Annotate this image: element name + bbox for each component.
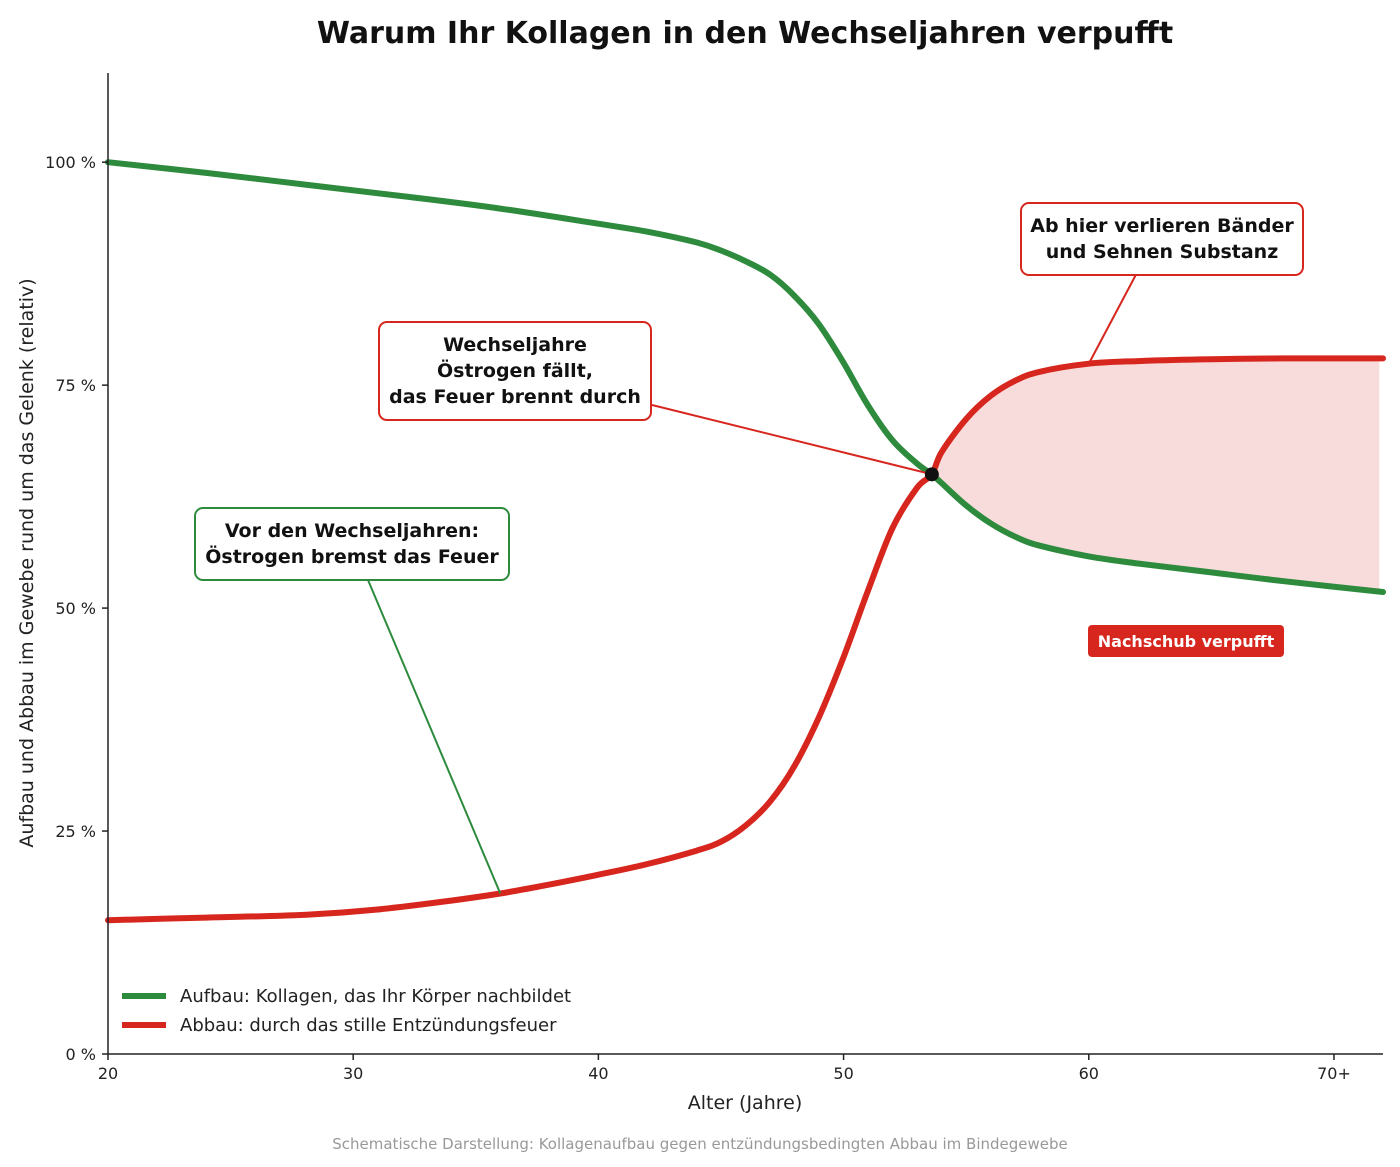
- y-tick-label: 50 %: [55, 599, 96, 618]
- annotation-text: Vor den Wechseljahren:: [225, 520, 479, 542]
- y-axis-ticks: 0 % 25 % 50 % 75 % 100 %: [45, 153, 108, 1064]
- x-tick-label: 40: [588, 1064, 608, 1083]
- annotation-ab: Ab hier verlieren Bänder und Sehnen Subst…: [1020, 202, 1304, 365]
- x-tick-label: 60: [1079, 1064, 1099, 1083]
- annotation-connector: [1087, 266, 1141, 365]
- annotation-connector: [651, 404, 933, 476]
- annotations: Vor den Wechseljahren:Östrogen bremst da…: [194, 202, 1304, 894]
- x-tick-label: 70+: [1317, 1064, 1351, 1083]
- annotation-box: [194, 507, 510, 581]
- legend-label-abbau: Abbau: durch das stille Entzündungsfeuer: [180, 1015, 557, 1036]
- annotation-text: Ab hier verlieren Bänder: [1030, 215, 1294, 237]
- annotation-text: Wechseljahre: [443, 334, 587, 356]
- x-axis-ticks: 20 30 40 50 60 70+: [98, 1054, 1351, 1083]
- intersection-point: [924, 467, 939, 482]
- y-axis-label: Aufbau und Abbau im Gewebe rund um das G…: [16, 278, 38, 847]
- plot-area: [105, 159, 1386, 924]
- series-line-aufbau: [105, 159, 1386, 595]
- x-tick-label: 50: [833, 1064, 853, 1083]
- y-tick-label: 25 %: [55, 822, 96, 841]
- legend: Aufbau: Kollagen, das Ihr Körper nachbil…: [122, 986, 571, 1036]
- series-line-abbau: [105, 355, 1386, 924]
- annotation-vor: Vor den Wechseljahren:Östrogen bremst da…: [194, 507, 510, 894]
- badge-text: Nachschub verpufft: [1098, 632, 1275, 651]
- y-tick-label: 75 %: [55, 376, 96, 395]
- annotation-box: [1020, 202, 1304, 276]
- annotation-connector: [367, 579, 502, 894]
- shaded-region-nachschub: [931, 358, 1380, 592]
- annotation-text: das Feuer brennt durch: [389, 386, 641, 408]
- badge-nachschub-verpufft: Nachschub verpufft: [1088, 625, 1284, 657]
- y-tick-label: 0 %: [66, 1045, 96, 1064]
- x-axis-label: Alter (Jahre): [688, 1092, 802, 1114]
- axes: 20 30 40 50 60 70+ 0 % 25 % 50 % 75 % 100 % Alter…: [16, 73, 1383, 1114]
- badge-background: [1088, 625, 1284, 657]
- annotation-text: Östrogen bremst das Feuer: [205, 544, 499, 568]
- footnote: Schematische Darstellung: Kollagenaufbau…: [332, 1135, 1068, 1153]
- x-tick-label: 30: [343, 1064, 363, 1083]
- legend-label-aufbau: Aufbau: Kollagen, das Ihr Körper nachbil…: [180, 986, 571, 1007]
- annotation-box: [378, 321, 652, 421]
- annotation-text: Östrogen fällt,: [437, 358, 593, 382]
- y-tick-label: 100 %: [45, 153, 96, 172]
- x-tick-label: 20: [98, 1064, 118, 1083]
- chart-title: Warum Ihr Kollagen in den Wechseljahren …: [317, 16, 1173, 51]
- annotation-text: und Sehnen Substanz: [1046, 241, 1279, 263]
